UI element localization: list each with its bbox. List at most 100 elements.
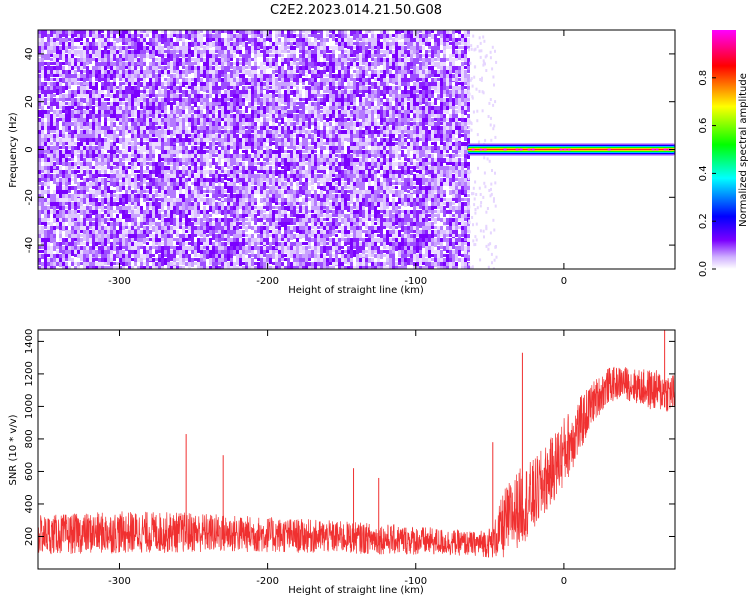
- spectrogram-cell: [203, 214, 206, 221]
- spectrogram-cell: [71, 230, 74, 237]
- spectrogram-cell: [230, 42, 233, 47]
- spectrogram-cell: [206, 106, 209, 110]
- spectrogram-cell: [47, 30, 50, 36]
- spectrogram-cell: [236, 50, 239, 54]
- spectrogram-cell: [107, 30, 110, 37]
- spectrogram-cell: [221, 266, 224, 269]
- spectrogram-cell: [215, 202, 218, 209]
- spectrogram-cell: [299, 262, 302, 266]
- spectrogram-cell: [173, 110, 176, 116]
- spectrogram-cell: [200, 118, 203, 123]
- spectrogram-cell: [221, 62, 224, 69]
- spectrogram-cell: [284, 166, 287, 172]
- spectrogram-cell: [38, 90, 41, 93]
- spectrogram-cell: [305, 234, 308, 241]
- spectrogram-cell: [101, 110, 104, 114]
- spectrogram-cell: [110, 266, 113, 269]
- spectrogram-cell: [206, 58, 209, 66]
- spectrogram-cell: [227, 178, 230, 181]
- spectrogram-cell: [299, 54, 302, 61]
- spectrogram-cell: [74, 106, 77, 109]
- spectrogram-cell: [203, 146, 206, 149]
- spectrogram-cell: [65, 150, 68, 154]
- spectrogram-cell: [311, 34, 314, 37]
- spectrogram-cell: [38, 106, 41, 109]
- spectrogram-cell: [308, 214, 311, 220]
- spectrogram-cell: [155, 186, 158, 189]
- spectrogram-cell: [104, 214, 107, 217]
- spectrogram-cell: [89, 198, 92, 202]
- spectrogram-cell: [278, 198, 281, 201]
- spectrogram-cell: [62, 174, 65, 181]
- spectrogram-cell: [314, 82, 317, 86]
- spectrogram-cell: [293, 266, 296, 269]
- spectrogram-cell: [194, 90, 197, 95]
- spectrogram-cell: [44, 138, 47, 144]
- spectrogram-cell: [248, 70, 251, 75]
- spectrogram-cell: [194, 126, 197, 132]
- spectrogram-cell: [173, 74, 176, 78]
- spectrogram-cell: [140, 130, 143, 136]
- spectrogram-cell: [68, 266, 71, 269]
- spectrogram-cell: [296, 122, 299, 125]
- spectrogram-cell: [242, 82, 245, 85]
- spectrogram-cell: [224, 54, 227, 60]
- spectrogram-cell: [149, 94, 152, 100]
- spectrogram-cell: [95, 110, 98, 115]
- spectrogram-cell: [275, 234, 278, 240]
- spectrogram-cell: [116, 206, 119, 210]
- spectrogram-cell: [308, 50, 311, 55]
- spectrogram-cell: [290, 54, 293, 58]
- spectrogram-cell: [59, 262, 62, 267]
- spectrogram-cell: [59, 62, 62, 70]
- spectrogram-cell: [47, 186, 50, 189]
- spectrogram-cell: [110, 110, 113, 114]
- spectrogram-cell: [110, 166, 113, 171]
- spectrogram-cell: [296, 66, 299, 70]
- spectrogram-cell: [125, 210, 128, 214]
- spectrogram-cell: [218, 38, 221, 43]
- spectrogram-cell: [53, 230, 56, 235]
- spectrogram-cell: [311, 86, 314, 91]
- spectrogram-cell: [314, 86, 317, 91]
- spectrogram-cell: [173, 98, 176, 105]
- spectrogram-cell: [38, 98, 41, 102]
- spectrogram-cell: [152, 50, 155, 55]
- spectrogram-cell: [221, 94, 224, 98]
- spectrogram-cell: [59, 258, 62, 264]
- spectrogram-cell: [50, 66, 53, 74]
- spectrogram-cell: [212, 154, 215, 157]
- spectrogram-cell: [125, 166, 128, 170]
- spectrogram-cell: [263, 130, 266, 137]
- spectrogram-cell: [212, 174, 215, 178]
- spectrogram-cell: [68, 250, 71, 256]
- spectrogram-cell: [89, 262, 92, 267]
- spectrogram-cell: [242, 206, 245, 210]
- spectrogram-cell: [293, 222, 296, 225]
- spectrogram-cell: [284, 142, 287, 147]
- spectrogram-cell: [275, 134, 278, 140]
- spectrogram-cell: [314, 178, 317, 183]
- spectrogram-cell: [62, 162, 65, 166]
- spectrogram-cell: [95, 162, 98, 166]
- spectrogram-cell: [77, 182, 80, 189]
- spectrogram-cell: [122, 78, 125, 81]
- spectrogram-cell: [218, 174, 221, 182]
- spectrogram-cell: [65, 190, 68, 194]
- spectrogram-cell: [41, 146, 44, 149]
- spectrogram-cell: [278, 82, 281, 88]
- spectrogram-cell: [149, 234, 152, 237]
- spectrogram-cell: [107, 250, 110, 257]
- spectrogram-cell: [47, 262, 50, 268]
- spectrogram-cell: [224, 94, 227, 98]
- spectrogram-cell: [80, 170, 83, 174]
- spectrogram-cell: [152, 266, 155, 269]
- spectrogram-cell: [191, 110, 194, 113]
- spectrogram-cell: [200, 94, 203, 101]
- spectrogram-cell: [170, 130, 173, 136]
- spectrogram-cell: [248, 202, 251, 208]
- spectrogram-cell: [155, 42, 158, 47]
- spectrogram-cell: [302, 98, 305, 101]
- spectrogram-cell: [284, 46, 287, 50]
- spectrogram-cell: [254, 42, 257, 49]
